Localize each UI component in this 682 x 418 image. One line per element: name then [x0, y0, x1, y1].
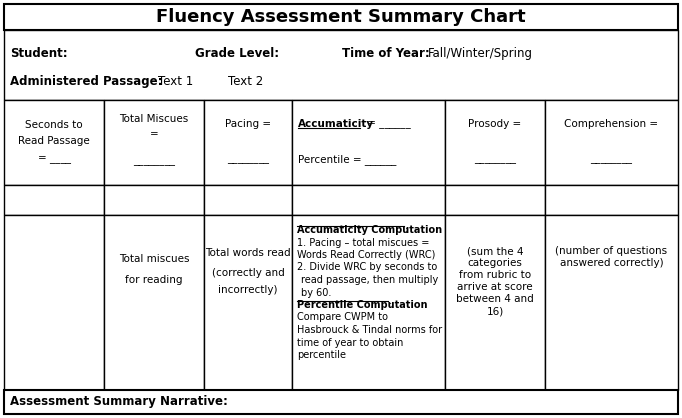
Text: (number of questions: (number of questions [555, 247, 668, 257]
Text: Text 1: Text 1 [158, 74, 193, 88]
Text: Accumaticity: Accumaticity [298, 119, 374, 129]
Bar [292, 185, 445, 215]
Text: percentile: percentile [297, 350, 346, 360]
Text: Read Passage: Read Passage [18, 136, 90, 146]
Bar [4, 390, 678, 414]
Bar [445, 215, 545, 390]
Text: :: : [405, 225, 409, 235]
Text: Student:: Student: [10, 46, 68, 60]
Text: Words Read Correctly (WRC): Words Read Correctly (WRC) [297, 250, 435, 260]
Text: 2. Divide WRC by seconds to: 2. Divide WRC by seconds to [297, 263, 437, 273]
Text: from rubric to: from rubric to [459, 270, 531, 280]
Text: Total words read: Total words read [205, 248, 291, 258]
Bar [4, 4, 678, 30]
Text: ________: ________ [133, 156, 175, 166]
Text: Administered Passage:: Administered Passage: [10, 74, 162, 88]
Text: Accumaticity Computation: Accumaticity Computation [297, 225, 442, 235]
Bar [204, 185, 292, 215]
Text: categories: categories [468, 258, 522, 268]
Text: (sum the 4: (sum the 4 [466, 247, 523, 257]
Bar [445, 185, 545, 215]
Bar [104, 100, 204, 185]
Text: = ____: = ____ [38, 155, 70, 165]
Text: Comprehension =: Comprehension = [565, 119, 659, 129]
Text: Total Miscues: Total Miscues [119, 114, 189, 124]
Bar [545, 185, 678, 215]
Text: ________: ________ [591, 155, 632, 165]
Text: = ______: = ______ [364, 119, 411, 129]
Text: Hasbrouck & Tindal norms for: Hasbrouck & Tindal norms for [297, 325, 442, 335]
Text: Assessment Summary Narrative:: Assessment Summary Narrative: [10, 395, 228, 408]
Bar [104, 185, 204, 215]
Text: Time of Year:: Time of Year: [342, 46, 430, 60]
Text: between 4 and: between 4 and [456, 295, 534, 304]
Text: incorrectly): incorrectly) [218, 285, 278, 295]
Text: =: = [149, 129, 158, 139]
Text: Percentile Computation: Percentile Computation [297, 300, 428, 310]
Bar [4, 215, 104, 390]
Text: Pacing =: Pacing = [225, 119, 271, 129]
Bar [4, 30, 678, 100]
Text: Text 2: Text 2 [228, 74, 263, 88]
Text: answered correctly): answered correctly) [560, 258, 664, 268]
Bar [4, 185, 104, 215]
Bar [292, 215, 445, 390]
Text: :: : [389, 300, 392, 310]
Text: ________: ________ [227, 155, 269, 165]
Text: Total miscues: Total miscues [119, 254, 189, 264]
Text: Percentile = ______: Percentile = ______ [298, 154, 396, 165]
Text: by 60.: by 60. [301, 288, 331, 298]
Text: time of year to obtain: time of year to obtain [297, 337, 403, 347]
Text: (correctly and: (correctly and [211, 268, 284, 278]
Bar [445, 100, 545, 185]
Text: Fluency Assessment Summary Chart: Fluency Assessment Summary Chart [156, 8, 526, 26]
Bar [204, 100, 292, 185]
Bar [104, 215, 204, 390]
Text: Compare CWPM to: Compare CWPM to [297, 313, 388, 323]
Bar [545, 215, 678, 390]
Text: 16): 16) [486, 306, 503, 316]
Text: Grade Level:: Grade Level: [195, 46, 279, 60]
Bar [545, 100, 678, 185]
Bar [4, 100, 104, 185]
Text: Fall/Winter/Spring: Fall/Winter/Spring [428, 46, 533, 60]
Text: for reading: for reading [125, 275, 183, 285]
Text: Seconds to: Seconds to [25, 120, 83, 130]
Text: ________: ________ [474, 155, 516, 165]
Bar [292, 100, 445, 185]
Text: Prosody =: Prosody = [469, 119, 522, 129]
Text: 1. Pacing – total miscues =: 1. Pacing – total miscues = [297, 237, 430, 247]
Text: read passage, then multiply: read passage, then multiply [301, 275, 439, 285]
Text: arrive at score: arrive at score [457, 283, 533, 293]
Bar [204, 215, 292, 390]
